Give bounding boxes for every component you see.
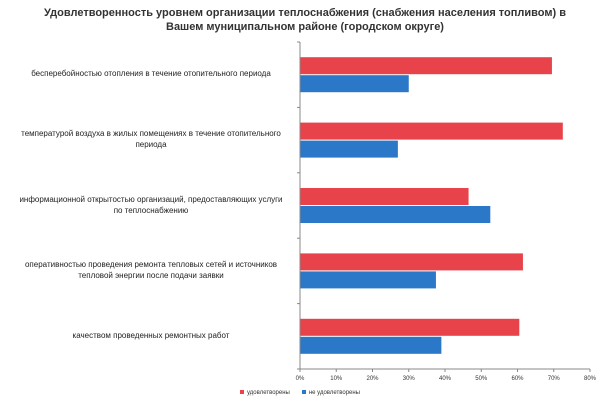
x-tick-label: 40% bbox=[439, 376, 452, 382]
legend-label: не удовлетворены bbox=[308, 390, 360, 396]
legend-swatch bbox=[240, 390, 244, 395]
category-label-3: оперативностью проведения ремонта теплов… bbox=[10, 259, 292, 281]
legend-item-not-satisfied: не удовлетворены bbox=[301, 389, 360, 397]
legend-label: удовлетворены bbox=[247, 390, 290, 396]
x-tick-label: 70% bbox=[548, 376, 561, 382]
category-label-line: тепловой энергии после подачи заявки bbox=[78, 270, 224, 280]
category-label-line: информационной открытостью организаций, … bbox=[19, 194, 283, 204]
category-label-line: по теплоснабжению bbox=[113, 205, 189, 215]
category-label-line: периода bbox=[135, 140, 167, 150]
bar-not-satisfied-1 bbox=[300, 140, 398, 158]
category-label-line: оперативностью проведения ремонта теплов… bbox=[24, 259, 278, 269]
legend-swatch bbox=[301, 390, 306, 395]
bar-not-satisfied-0 bbox=[300, 75, 409, 93]
bar-not-satisfied-2 bbox=[300, 206, 491, 223]
x-tick-label: 0% bbox=[296, 376, 305, 382]
category-label-line: бесперебойностью отопления в течение ото… bbox=[31, 69, 271, 79]
legend: удовлетворены не удовлетворены bbox=[0, 389, 600, 398]
category-label-4: качеством проведенных ремонтных работ bbox=[10, 330, 292, 341]
legend-item-satisfied: удовлетворены bbox=[240, 389, 290, 397]
category-label-0: бесперебойностью отопления в течение ото… bbox=[10, 68, 292, 79]
bar-satisfied-2 bbox=[300, 188, 469, 205]
bar-satisfied-3 bbox=[300, 253, 523, 271]
bar-not-satisfied-3 bbox=[300, 271, 436, 289]
bar-satisfied-1 bbox=[300, 122, 563, 140]
bar-not-satisfied-4 bbox=[300, 336, 442, 354]
x-tick-label: 20% bbox=[366, 376, 379, 382]
category-label-line: качеством проведенных ремонтных работ bbox=[72, 330, 230, 340]
category-label-line: температурой воздуха в жилых помещениях … bbox=[21, 129, 281, 139]
x-tick-label: 10% bbox=[330, 376, 343, 382]
category-label-2: информационной открытостью организаций, … bbox=[10, 194, 292, 216]
x-tick-label: 80% bbox=[584, 376, 597, 382]
category-label-1: температурой воздуха в жилых помещениях … bbox=[10, 128, 292, 150]
bar-satisfied-4 bbox=[300, 318, 520, 336]
x-tick-label: 30% bbox=[403, 376, 416, 382]
bar-satisfied-0 bbox=[300, 57, 552, 75]
x-tick-label: 50% bbox=[475, 376, 488, 382]
chart-title: Удовлетворенность уровнем организации те… bbox=[40, 6, 570, 34]
chart-title-text: Удовлетворенность уровнем организации те… bbox=[44, 7, 566, 33]
x-tick-label: 60% bbox=[511, 376, 524, 382]
